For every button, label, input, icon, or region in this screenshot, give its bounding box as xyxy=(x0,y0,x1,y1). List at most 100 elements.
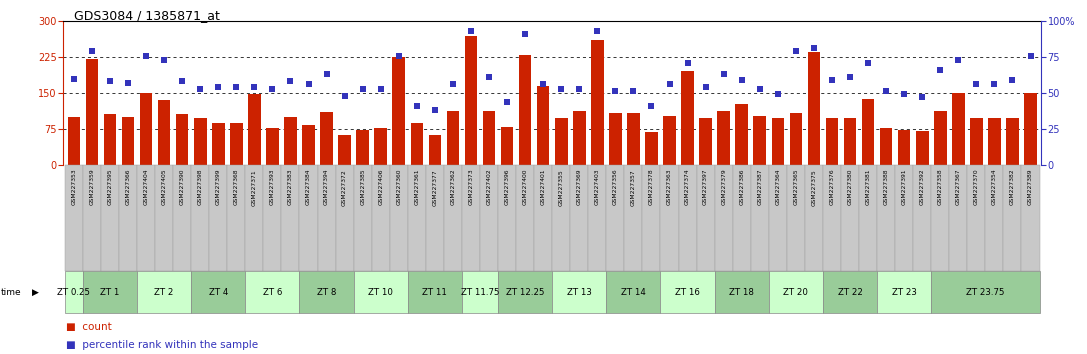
Text: ZT 20: ZT 20 xyxy=(784,287,809,297)
Point xyxy=(877,88,895,94)
Text: GSM227361: GSM227361 xyxy=(414,169,420,205)
Bar xyxy=(986,165,1003,271)
Point xyxy=(317,72,335,77)
Bar xyxy=(682,72,694,165)
Bar xyxy=(772,118,784,165)
Point xyxy=(571,86,588,91)
Point xyxy=(516,31,534,37)
Bar xyxy=(967,165,986,271)
Bar xyxy=(137,165,155,271)
Point xyxy=(913,95,930,100)
Text: GSM227354: GSM227354 xyxy=(992,169,997,205)
Text: ZT 1: ZT 1 xyxy=(100,287,120,297)
Bar xyxy=(916,131,928,165)
Bar xyxy=(462,271,498,313)
Point xyxy=(1003,77,1021,83)
Point xyxy=(264,86,282,91)
Point xyxy=(661,81,678,87)
Text: GSM227396: GSM227396 xyxy=(504,169,510,205)
Point xyxy=(932,67,949,73)
Bar xyxy=(140,93,152,165)
Bar xyxy=(736,104,748,165)
Text: GSM227381: GSM227381 xyxy=(865,169,871,205)
Bar xyxy=(642,165,661,271)
Point xyxy=(986,81,1003,87)
Point xyxy=(589,28,607,34)
Point xyxy=(372,86,389,91)
Text: GSM227394: GSM227394 xyxy=(324,169,329,205)
Bar xyxy=(753,116,766,165)
Bar xyxy=(118,165,137,271)
Text: ZT 12.25: ZT 12.25 xyxy=(505,287,545,297)
Bar xyxy=(191,165,210,271)
Text: GSM227373: GSM227373 xyxy=(468,169,474,205)
Bar xyxy=(787,165,804,271)
Bar xyxy=(714,165,733,271)
Point xyxy=(120,80,137,86)
Text: ▶: ▶ xyxy=(32,287,38,297)
Text: GSM227395: GSM227395 xyxy=(108,169,112,205)
Bar xyxy=(826,118,838,165)
Point xyxy=(770,92,787,97)
Point xyxy=(1022,53,1039,58)
Text: GSM227367: GSM227367 xyxy=(955,169,961,205)
Bar xyxy=(137,271,191,313)
Bar xyxy=(67,117,80,165)
Text: GSM227362: GSM227362 xyxy=(450,169,455,205)
Text: GSM227399: GSM227399 xyxy=(216,169,221,205)
Bar xyxy=(353,165,372,271)
Text: GSM227385: GSM227385 xyxy=(360,169,365,205)
Text: ZT 2: ZT 2 xyxy=(154,287,174,297)
Point xyxy=(950,57,967,63)
Bar xyxy=(464,36,477,165)
Bar xyxy=(353,271,408,313)
Bar xyxy=(844,118,857,165)
Point xyxy=(823,77,840,83)
Text: GSM227355: GSM227355 xyxy=(559,169,564,206)
Point xyxy=(715,72,733,77)
Bar xyxy=(447,111,459,165)
Bar xyxy=(952,93,964,165)
Bar xyxy=(1003,165,1022,271)
Text: ZT 11: ZT 11 xyxy=(423,287,448,297)
Point xyxy=(174,79,191,84)
Bar xyxy=(498,165,516,271)
Bar xyxy=(282,165,300,271)
Bar xyxy=(302,125,315,165)
Bar xyxy=(823,271,877,313)
Text: GSM227402: GSM227402 xyxy=(487,169,491,205)
Text: GSM227358: GSM227358 xyxy=(938,169,942,205)
Text: GSM227356: GSM227356 xyxy=(613,169,617,205)
Bar xyxy=(321,112,333,165)
Bar xyxy=(789,114,802,165)
Bar xyxy=(607,165,624,271)
Bar xyxy=(841,165,859,271)
Point xyxy=(137,53,154,58)
Bar xyxy=(518,55,532,165)
Bar xyxy=(859,165,877,271)
Text: GSM227391: GSM227391 xyxy=(902,169,907,205)
Text: ZT 22: ZT 22 xyxy=(838,287,862,297)
Text: GSM227403: GSM227403 xyxy=(595,169,600,205)
Bar xyxy=(877,271,932,313)
Point xyxy=(210,84,227,90)
Bar xyxy=(428,135,441,165)
Bar xyxy=(263,165,282,271)
Text: GSM227400: GSM227400 xyxy=(523,169,527,205)
Text: ZT 8: ZT 8 xyxy=(317,287,336,297)
Bar xyxy=(591,40,603,165)
Text: GSM227392: GSM227392 xyxy=(920,169,925,205)
Point xyxy=(155,57,173,63)
Bar xyxy=(480,165,498,271)
Bar xyxy=(317,165,336,271)
Bar xyxy=(717,111,730,165)
Bar xyxy=(155,165,173,271)
Point xyxy=(642,103,660,109)
Text: ZT 14: ZT 14 xyxy=(621,287,646,297)
Text: GSM227360: GSM227360 xyxy=(397,169,401,205)
Bar xyxy=(934,111,947,165)
Text: ZT 13: ZT 13 xyxy=(566,287,591,297)
Text: GSM227406: GSM227406 xyxy=(378,169,384,205)
Bar xyxy=(284,117,297,165)
Bar xyxy=(534,165,552,271)
